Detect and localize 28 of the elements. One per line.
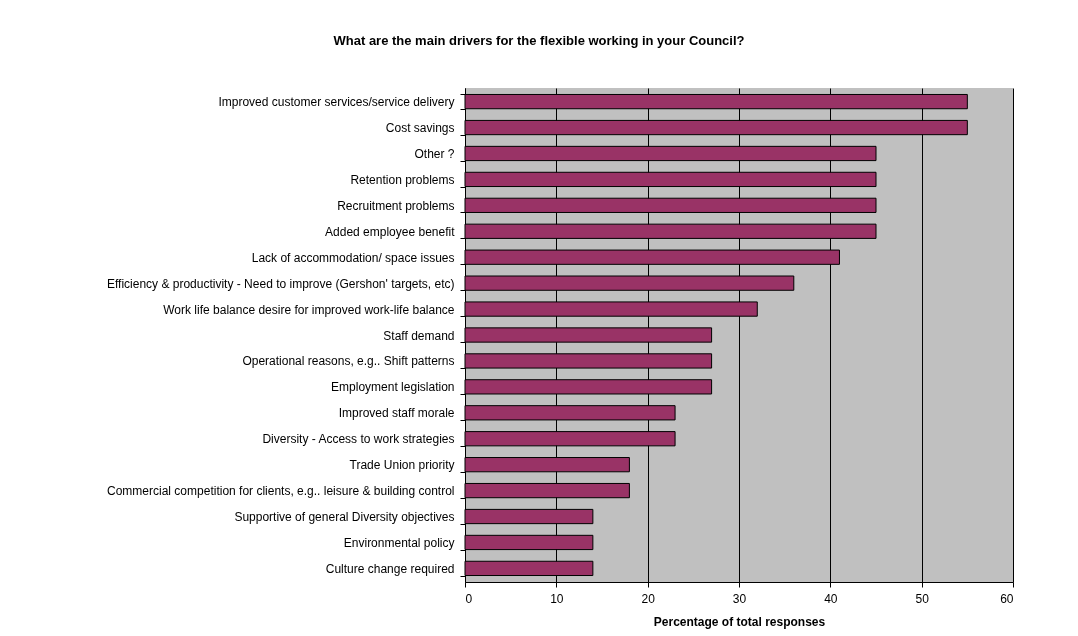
y-tick-label: Employment legislation	[331, 380, 455, 395]
x-tick-label: 30	[732, 591, 747, 606]
x-axis-title: Percentage of total responses	[653, 614, 826, 629]
x-tick-label: 10	[550, 591, 564, 606]
y-tick-label: Improved customer services/service delivery	[218, 95, 455, 110]
y-tick-label: Retention problems	[350, 172, 455, 187]
y-tick-label: Commercial competition for clients, e.g.. leisure & building control	[107, 484, 455, 499]
y-tick-label: Other ?	[414, 146, 455, 161]
y-tick-label: Supportive of general Diversity objectives	[234, 510, 455, 525]
x-tick-label: 0	[465, 591, 473, 606]
chart-title: What are the main drivers for the flexible working in your Council?	[333, 33, 745, 48]
x-tick-label: 20	[641, 591, 656, 606]
y-tick-label: Culture change required	[325, 561, 455, 576]
y-tick-label: Added employee benefit	[325, 224, 456, 239]
y-tick-label: Work life balance desire for improved work-life balance	[163, 302, 455, 317]
y-tick-label: Lack of accommodation/ space issues	[251, 250, 455, 265]
y-tick-label: Recruitment problems	[337, 198, 455, 213]
x-tick-label: 50	[915, 591, 930, 606]
x-tick-label: 40	[824, 591, 838, 606]
y-tick-label: Environmental policy	[343, 535, 455, 550]
y-tick-label: Efficiency & productivity - Need to improve (Gershon' targets, etc)	[106, 276, 455, 291]
y-tick-label: Staff demand	[383, 328, 455, 343]
y-tick-label: Cost savings	[385, 121, 455, 136]
y-tick-label: Operational reasons, e.g.. Shift patterns	[242, 354, 455, 369]
y-tick-label: Diversity - Access to work strategies	[262, 432, 455, 447]
x-tick-label: 60	[1000, 591, 1014, 606]
y-tick-label: Trade Union priority	[349, 458, 455, 473]
y-tick-label: Improved staff morale	[338, 406, 455, 421]
